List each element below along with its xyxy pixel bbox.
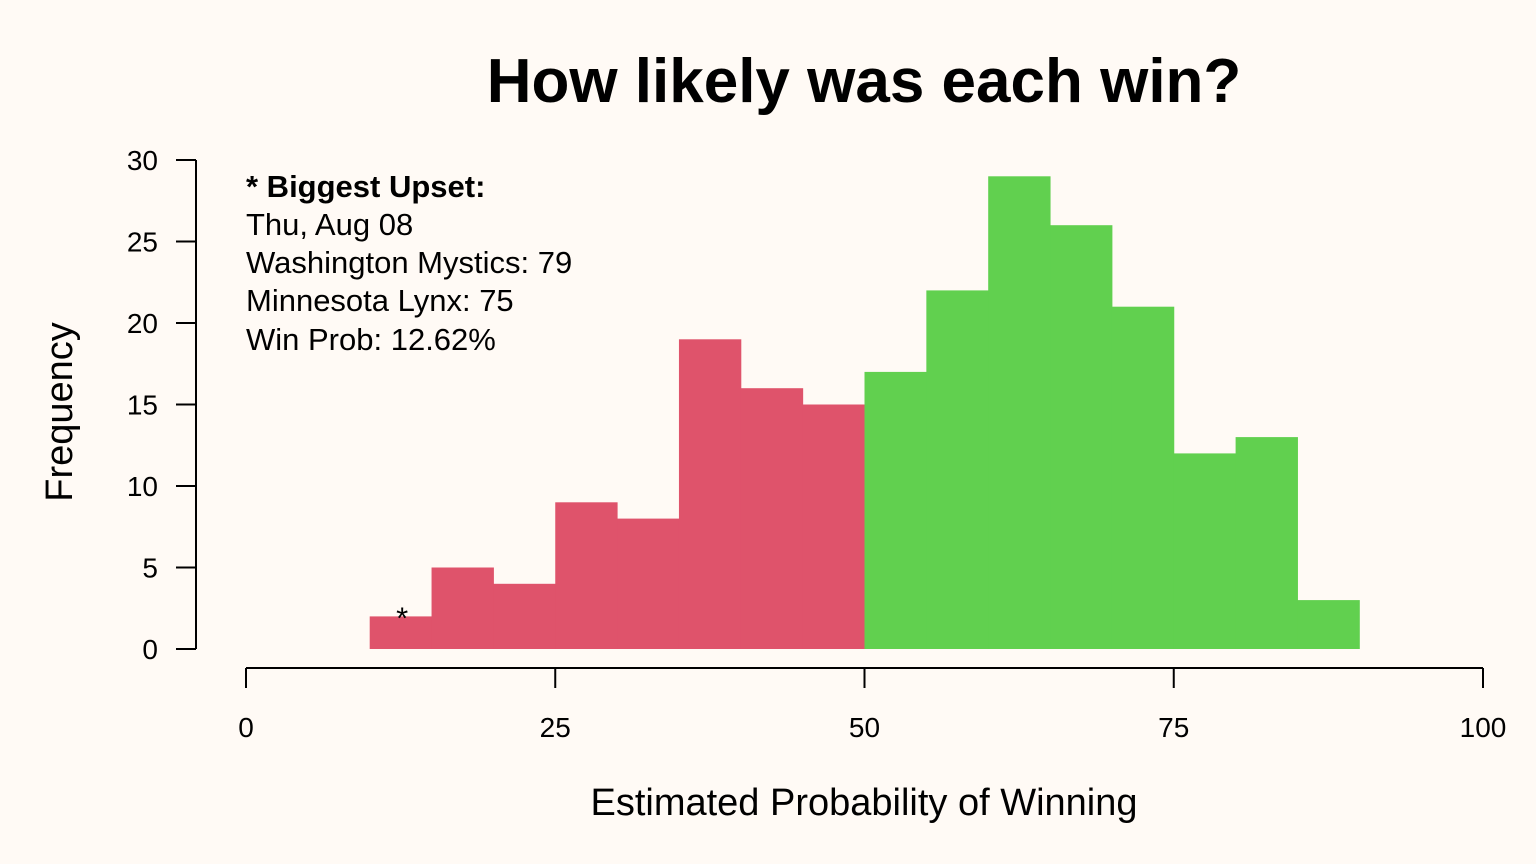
histogram-bar-15-20	[431, 567, 494, 649]
bars-group	[369, 176, 1360, 650]
histogram-bar-25-30	[555, 502, 618, 649]
x-tick-label: 50	[849, 712, 880, 743]
x-axis-label: Estimated Probability of Winning	[590, 782, 1137, 824]
histogram-bar-20-25	[493, 583, 556, 649]
y-axis-ticks: 0 5 10 15 20 25 30	[127, 145, 196, 665]
y-axis-label: Frequency	[39, 322, 81, 502]
annotation-winner-score: Washington Mystics: 79	[246, 245, 572, 280]
x-tick-label: 0	[238, 712, 254, 743]
annotation-loser-score: Minnesota Lynx: 75	[246, 283, 514, 318]
x-tick-label: 25	[540, 712, 571, 743]
y-tick-label: 5	[142, 553, 158, 584]
y-tick-label: 30	[127, 145, 158, 176]
annotation-win-prob: Win Prob: 12.62%	[246, 322, 496, 357]
chart-title: How likely was each win?	[487, 47, 1242, 116]
y-tick-label: 10	[127, 471, 158, 502]
histogram-bar-75-80	[1173, 453, 1237, 649]
y-tick-label: 0	[142, 634, 158, 665]
histogram-bar-30-35	[617, 518, 680, 649]
histogram-bar-10-15	[369, 616, 433, 649]
upset-marker: *	[396, 600, 408, 635]
x-axis-ticks: 0 25 50 75 100	[238, 668, 1506, 743]
histogram-bar-40-45	[740, 388, 804, 649]
x-tick-label: 75	[1158, 712, 1189, 743]
histogram-bar-80-85	[1235, 437, 1298, 649]
histogram-bar-60-65	[988, 176, 1051, 650]
histogram-bar-70-75	[1111, 306, 1175, 649]
y-tick-label: 25	[127, 227, 158, 258]
histogram-bar-45-50	[802, 404, 865, 649]
histogram-bar-35-40	[678, 339, 742, 649]
annotation-heading: * Biggest Upset:	[246, 169, 485, 204]
histogram-bar-50-55	[864, 371, 927, 649]
x-tick-label: 100	[1460, 712, 1507, 743]
histogram-bar-85-90	[1297, 600, 1360, 649]
histogram-bar-65-70	[1050, 225, 1113, 649]
y-tick-label: 20	[127, 308, 158, 339]
upset-annotation: * Biggest Upset: Thu, Aug 08 Washington …	[246, 169, 572, 357]
annotation-date: Thu, Aug 08	[246, 207, 413, 242]
y-tick-label: 15	[127, 390, 158, 421]
histogram-bar-55-60	[926, 290, 989, 649]
